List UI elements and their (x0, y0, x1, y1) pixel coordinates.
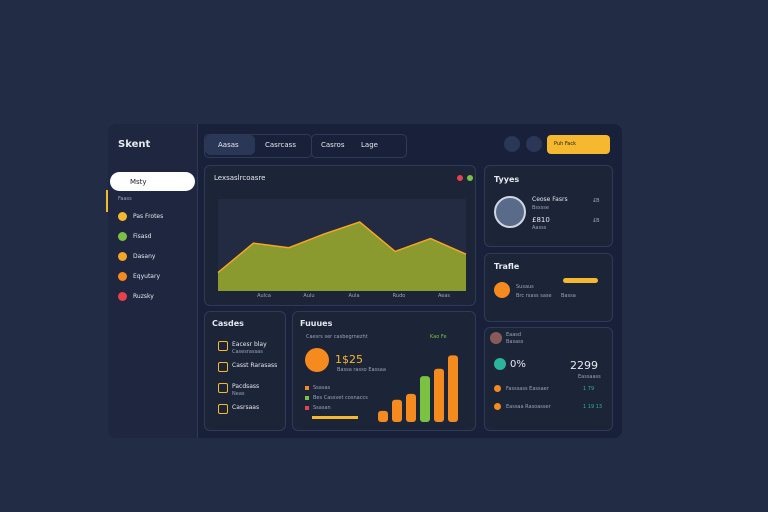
card-label: Eacesr blay (232, 341, 267, 348)
cards-panel (204, 311, 286, 431)
coin-icon (305, 348, 329, 372)
features-tag: Kao Fe (430, 334, 447, 340)
profile-side: £B (593, 218, 600, 224)
tab-group (311, 134, 407, 158)
nav-icon (118, 212, 127, 221)
card-icon (218, 341, 228, 351)
row-label: Fasssass Eassaer (506, 386, 549, 392)
nav-item[interactable]: Eqyutary (133, 273, 160, 280)
bar (420, 376, 430, 422)
trafle-label: Susaus (516, 284, 534, 290)
area (218, 222, 466, 291)
coin-icon (494, 282, 510, 298)
panel-title: Lexsaslrcoasre (214, 174, 266, 182)
search-text: Msty (130, 178, 147, 186)
search-box[interactable] (110, 172, 195, 191)
action-button-label: Puh Fack (554, 141, 576, 147)
bar (434, 368, 444, 422)
features-stat-sub: Bassa rasso Eassaa (337, 367, 386, 373)
area-line (217, 221, 467, 274)
panel-title: Casdes (212, 319, 244, 328)
icon-button[interactable] (504, 136, 520, 152)
card-label: Casrsaas (232, 404, 260, 411)
card-sub: Casesrassas (232, 349, 263, 355)
legend-label: Ssasas (313, 385, 331, 391)
x-tick-label: Aulca (257, 293, 271, 299)
legend-swatch (305, 396, 309, 400)
profile-note: Aasss (532, 225, 547, 231)
nav-item[interactable]: Dasany (133, 253, 156, 260)
dashboard: Skent Msty Faass Aasas Casrcass Casros L… (106, 124, 622, 438)
x-tick-label: Rudo (393, 293, 406, 299)
bar-chart (378, 355, 458, 422)
nav-item[interactable]: Fisasd (133, 233, 152, 240)
status-dot (457, 175, 463, 181)
tab-active[interactable] (205, 135, 255, 155)
row-value: 1 79 (583, 386, 595, 392)
stat-icon (494, 358, 506, 370)
card-label: Pacdsass (232, 383, 260, 390)
tab[interactable]: Lage (361, 141, 378, 149)
row-value: 1 19 13 (583, 404, 603, 410)
stats-panel (484, 327, 613, 431)
card-icon (218, 404, 228, 414)
panel-title: Fuuues (300, 319, 333, 328)
stats-title: Eaasd (506, 332, 522, 338)
tab[interactable]: Aasas (218, 141, 239, 149)
nav-icon (118, 252, 127, 261)
stats-number: 2299 (570, 359, 598, 372)
card-icon (218, 362, 228, 372)
nav-icon (118, 272, 127, 281)
progress (563, 278, 598, 283)
legend-swatch (305, 386, 309, 390)
nav-item[interactable]: Pas Frotes (133, 213, 164, 220)
bar (406, 393, 416, 422)
status-dot (467, 175, 473, 181)
row-label: Eassaa Rasoasser (506, 404, 551, 410)
row-icon (494, 403, 501, 410)
nav-item[interactable]: Ruzsky (133, 293, 154, 300)
bar (392, 399, 402, 422)
trafle-side: Bassa (561, 293, 576, 299)
bar (448, 355, 458, 422)
trafle-sub: Brc rsass sase (516, 293, 552, 299)
legend-label: Bes Cassvet cosnaccs (313, 395, 368, 401)
brand: Skent (118, 139, 151, 150)
legend-swatch (305, 406, 309, 410)
nav-icon (118, 232, 127, 241)
x-tick-label: Aula (348, 293, 359, 299)
stats-number-sub: Eassaass (578, 374, 601, 380)
progress (312, 416, 358, 419)
row-icon (494, 385, 501, 392)
action-button[interactable] (547, 135, 610, 154)
x-tick-label: Aeas (438, 293, 450, 299)
nav-icon (118, 292, 127, 301)
tab[interactable]: Casros (321, 141, 345, 149)
icon-button[interactable] (526, 136, 542, 152)
panel-title: Tyyes (494, 175, 520, 184)
sidebar-section: Faass (118, 196, 132, 202)
stats-sub: Basass (506, 339, 524, 345)
profile-side: £B (593, 198, 600, 204)
profile-sub: Bsssse (532, 205, 549, 211)
legend-label: Ssasan (313, 405, 331, 411)
profile-name: Ceose Fasrs (532, 196, 568, 203)
features-stat: 1$25 (335, 353, 363, 366)
card-label: Casst Rarasass (232, 362, 278, 369)
card-sub: Neas (232, 391, 245, 397)
area-chart: Aulca Aulu Aula Rudo Aeas (217, 175, 473, 299)
active-indicator (106, 190, 108, 212)
panel-title: Trafle (494, 262, 520, 271)
x-tick-label: Aulu (303, 293, 314, 299)
avatar (494, 196, 526, 228)
tab[interactable]: Casrcass (265, 141, 296, 149)
features-subtitle: Caesrs ser casbegrnezht (306, 334, 368, 340)
bar (378, 410, 388, 422)
card-icon (218, 383, 228, 393)
profile-value: £810 (532, 216, 550, 224)
stats-percent: 0% (510, 359, 526, 370)
avatar (490, 332, 502, 344)
